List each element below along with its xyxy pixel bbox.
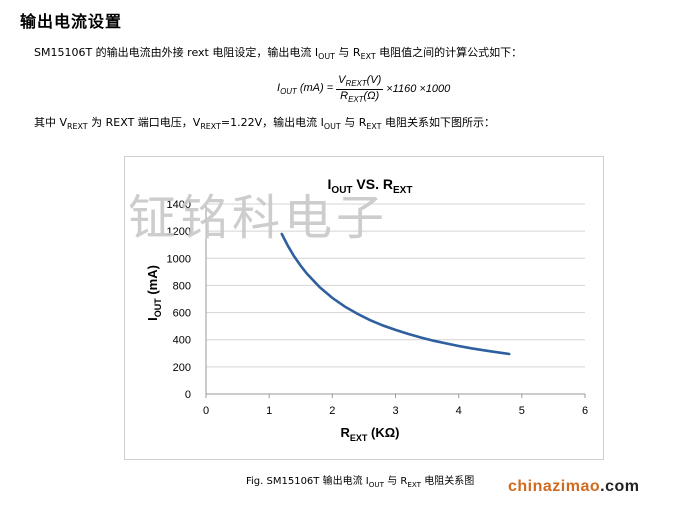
formula-num-sub: REXT <box>345 79 367 89</box>
x-tick-label-2: 2 <box>329 405 335 417</box>
intro-text-mid: 与 R <box>334 46 361 59</box>
formula-den-unit: (Ω) <box>363 89 380 102</box>
chart-title: IOUT VS. REXT <box>328 176 413 196</box>
iout-vs-rext-chart: IOUT VS. REXT 0200400600800100012001400 … <box>145 176 588 443</box>
y-tick-label-4: 800 <box>173 280 191 292</box>
y-tick-label-5: 1000 <box>167 253 191 265</box>
formula-numerator: VREXT(V) <box>336 74 384 90</box>
iout-curve <box>280 232 511 356</box>
x-tick-label-6: 6 <box>582 405 588 417</box>
intro-iout-sub: OUT <box>318 52 335 62</box>
y-axis-label-i: I <box>145 317 160 321</box>
line2-p4: 与 R <box>340 116 367 129</box>
y-tick-label-1: 200 <box>173 362 191 374</box>
brand-tld: .com <box>600 478 640 495</box>
caption-p3: 电阻关系图 <box>421 476 475 487</box>
y-axis-label: IOUT (mA) <box>145 265 163 321</box>
y-tick-labels: 0 200 400 600 800 1000 1200 1400 <box>167 199 191 401</box>
formula-num-unit: (V) <box>366 74 382 87</box>
chart-title-i: I <box>328 176 332 192</box>
line2-p1: 其中 V <box>34 116 68 129</box>
section-title: 输出电流设置 <box>20 12 123 31</box>
formula-multiplier: ×1160 ×1000 <box>386 83 451 95</box>
line2-p4-sub: EXT <box>366 122 382 132</box>
brand-name: chinazimao <box>508 478 601 495</box>
intro-text-before: SM15106T 的输出电流由外接 rext 电阻设定，输出电流 I <box>34 46 319 59</box>
x-tick-label-1: 1 <box>266 405 272 417</box>
x-tick-label-4: 4 <box>456 405 462 417</box>
formula-denominator: REXT(Ω) <box>338 90 381 104</box>
x-tick-labels: 0 1 2 3 4 5 6 <box>203 405 588 417</box>
formula-lhs-sub: OUT <box>280 87 297 97</box>
formula-lhs-unit: (mA) = <box>296 81 334 94</box>
formula-den-r: R <box>340 89 349 102</box>
chart-title-mid: VS. R <box>353 176 393 192</box>
formula-fraction: VREXT(V) REXT(Ω) <box>336 74 384 104</box>
formula-num-v: V <box>338 74 346 87</box>
chart-grid <box>205 203 586 398</box>
figure-caption: Fig. SM15106T 输出电流 IOUT 与 REXT 电阻关系图 <box>246 472 474 489</box>
intro-rext-sub: EXT <box>360 52 376 62</box>
formula: IOUT (mA) = VREXT(V) REXT(Ω) ×1160 ×1000 <box>277 69 450 109</box>
y-tick-label-6: 1200 <box>167 226 191 238</box>
caption-p2: 与 R <box>384 476 408 487</box>
y-tick-label-2: 400 <box>173 335 191 347</box>
y-tick-label-3: 600 <box>173 308 191 320</box>
intro-paragraph: SM15106T 的输出电流由外接 rext 电阻设定，输出电流 IOUT 与 … <box>34 44 522 61</box>
y-tick-label-7: 1400 <box>167 199 191 211</box>
caption-p2-sub: EXT <box>407 480 422 489</box>
x-axis-label-unit: (KΩ) <box>367 425 399 440</box>
line2-p1-sub: REXT <box>67 122 88 132</box>
line2-p3-sub: OUT <box>323 122 341 132</box>
line2-p2: 为 REXT 端口电压，V <box>87 116 201 129</box>
rext-description: 其中 VREXT 为 REXT 端口电压，VREXT=1.22V，输出电流 IO… <box>34 114 495 131</box>
line2-p5: 电阻关系如下图所示： <box>381 116 495 129</box>
line2-p3: =1.22V，输出电流 I <box>220 116 324 129</box>
intro-text-after: 电阻值之间的计算公式如下： <box>375 46 523 59</box>
formula-lhs-i: I <box>277 81 281 94</box>
formula-den-sub: EXT <box>348 94 364 104</box>
watermark-text: 钲铭科电子 <box>128 190 389 246</box>
y-axis-label-unit: (mA) <box>145 265 160 298</box>
brand-watermark: chinazimao.com <box>508 478 639 496</box>
x-axis-label-sub: EXT <box>350 433 368 443</box>
caption-p1-sub: OUT <box>368 480 385 489</box>
y-tick-label-0: 0 <box>185 389 191 401</box>
x-tick-label-5: 5 <box>519 405 525 417</box>
chart-container: IOUT VS. REXT 0 200 400 600 800 1000 1200 1400 … <box>124 156 604 460</box>
x-axis-label-r: R <box>341 425 351 440</box>
chart-title-sub2: EXT <box>393 185 412 196</box>
formula-lhs: IOUT (mA) = <box>277 82 333 96</box>
line2-p2-sub: REXT <box>200 122 221 132</box>
chart-title-sub: OUT <box>331 185 352 196</box>
x-tick-label-3: 3 <box>392 405 398 417</box>
caption-p1: Fig. SM15106T 输出电流 I <box>246 476 369 487</box>
y-axis-label-sub: OUT <box>153 298 163 318</box>
x-tick-label-0: 0 <box>203 405 209 417</box>
x-axis-label: REXT (KΩ) <box>341 425 400 443</box>
